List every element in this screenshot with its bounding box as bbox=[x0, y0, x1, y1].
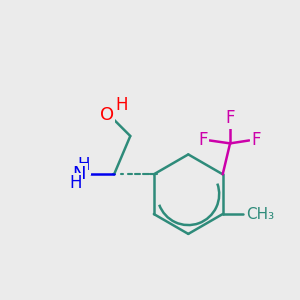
Text: F: F bbox=[251, 131, 260, 149]
Text: F: F bbox=[225, 109, 235, 127]
Text: N: N bbox=[73, 165, 86, 183]
Text: O: O bbox=[100, 106, 114, 124]
Text: H: H bbox=[115, 95, 128, 113]
Text: H: H bbox=[77, 156, 89, 174]
Text: F: F bbox=[198, 131, 208, 149]
Text: H: H bbox=[69, 174, 82, 192]
Text: CH₃: CH₃ bbox=[246, 206, 274, 221]
